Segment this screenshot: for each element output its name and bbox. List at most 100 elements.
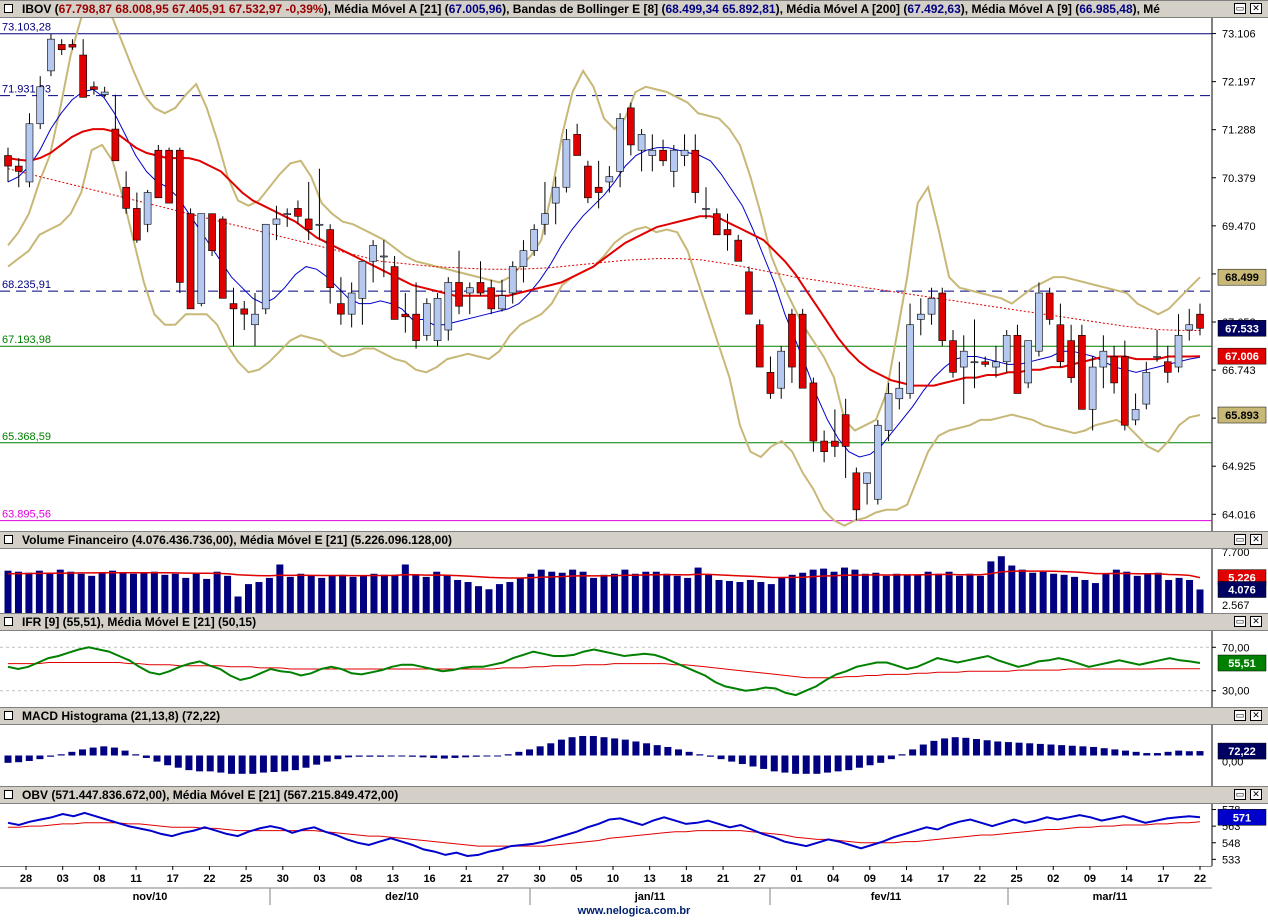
close-button[interactable]: ✕: [1250, 789, 1262, 800]
volume-bar: [339, 574, 347, 613]
x-tick-label: 11: [130, 873, 142, 885]
volume-bar: [767, 584, 775, 613]
candle-body: [283, 213, 292, 215]
volume-bar: [799, 572, 807, 613]
macd-bar: [664, 746, 672, 756]
candle-body: [68, 44, 77, 48]
macd-bar: [483, 755, 491, 757]
macd-bar: [1111, 749, 1119, 756]
volume-bar: [1008, 565, 1016, 613]
volume-bar: [56, 569, 64, 613]
price-pane-checkbox[interactable]: [4, 4, 13, 13]
close-button[interactable]: ✕: [1250, 3, 1262, 14]
macd-bar: [377, 755, 384, 757]
macd-pane-checkbox[interactable]: [4, 711, 13, 720]
macd-bar: [89, 747, 97, 756]
volume-bar: [224, 575, 232, 613]
minimize-button[interactable]: ▭: [1234, 534, 1246, 545]
macd-bar: [68, 751, 76, 756]
candle-body: [949, 340, 957, 373]
macd-bar: [1185, 751, 1193, 756]
minimize-button[interactable]: ▭: [1234, 789, 1246, 800]
ifr-chart[interactable]: 70,00 30,00 55,51: [0, 631, 1268, 707]
macd-bar: [845, 755, 853, 771]
x-tick-label: 17: [937, 873, 949, 885]
volume-bar: [1071, 576, 1079, 613]
volume-bar: [579, 571, 587, 613]
obv-pane-checkbox[interactable]: [4, 790, 13, 799]
candle-body: [315, 223, 324, 226]
candle-body: [326, 229, 334, 289]
ifr-pane-checkbox[interactable]: [4, 617, 13, 626]
obv-chart[interactable]: 578563548533571: [0, 804, 1268, 866]
x-tick-label: 17: [167, 873, 179, 885]
candle-body: [906, 324, 914, 394]
candle-body: [218, 218, 227, 299]
volume-bar: [1175, 577, 1183, 613]
volume-bar: [119, 572, 127, 613]
volume-bar: [694, 567, 702, 613]
candle-body: [165, 149, 173, 204]
macd-bar: [494, 755, 502, 757]
macd-bar: [632, 741, 640, 756]
macd-bar: [898, 754, 906, 756]
last-value-label: 72,22: [1228, 746, 1256, 758]
macd-bar: [621, 739, 629, 756]
close-button[interactable]: ✕: [1250, 534, 1262, 545]
candle-body: [809, 382, 818, 442]
minimize-button[interactable]: ▭: [1234, 710, 1246, 721]
minimize-button[interactable]: ▭: [1234, 616, 1246, 627]
candle-body: [208, 213, 216, 252]
x-tick-label: 02: [1047, 873, 1059, 885]
bollinger-upper-line: [7, 18, 1201, 432]
volume-bar: [872, 572, 880, 613]
y-tick-label: 548: [1222, 838, 1240, 850]
reference-line-label: 68.235,91: [2, 279, 51, 291]
volume-bar: [255, 582, 263, 613]
plot-area: [0, 804, 1212, 866]
close-button[interactable]: ✕: [1250, 616, 1262, 627]
minimize-button[interactable]: ▭: [1234, 3, 1246, 14]
x-tick-label: 27: [497, 873, 509, 885]
candle-body: [1131, 409, 1140, 421]
candle-body: [25, 123, 34, 183]
candle-body: [734, 239, 743, 262]
macd-bar: [611, 738, 619, 756]
candle-body: [186, 213, 195, 310]
macd-bar: [281, 755, 289, 772]
macd-bar: [238, 755, 246, 774]
ma200-line: [7, 168, 1201, 331]
candle-body: [723, 229, 732, 236]
candle-body: [863, 472, 871, 484]
candle-body: [294, 208, 302, 217]
candle-body: [1174, 335, 1183, 368]
volume-bar: [715, 579, 723, 613]
candle-body: [229, 303, 238, 310]
y-tick-label: 70.379: [1222, 173, 1256, 185]
candle-body: [4, 155, 12, 167]
x-tick-label: 25: [1010, 873, 1022, 885]
candle-body: [143, 192, 152, 225]
candle-body: [390, 266, 399, 320]
volume-bar: [851, 569, 859, 613]
volume-bar: [412, 574, 420, 613]
macd-bar: [643, 743, 651, 756]
volume-bar: [161, 574, 169, 613]
volume-bar: [684, 577, 692, 613]
candle-body: [111, 128, 120, 162]
price-title-part: ), Média Móvel A [21] (: [323, 2, 449, 16]
close-button[interactable]: ✕: [1250, 710, 1262, 721]
macd-bar: [813, 755, 821, 774]
x-tick-label: 30: [534, 873, 546, 885]
volume-pane-title: Volume Financeiro (4.076.436.736,00), Mé…: [22, 533, 452, 547]
volume-bar: [454, 579, 462, 613]
volume-pane-checkbox[interactable]: [4, 535, 13, 544]
candle-body: [508, 266, 517, 294]
price-chart[interactable]: 73.103,2871.931,9368.235,9167.193,9865.3…: [0, 18, 1268, 531]
y-tick-label: 7.700: [1222, 549, 1250, 559]
x-axis-bg: [0, 866, 1268, 905]
macd-bar: [1164, 751, 1172, 756]
last-value-badge: [1217, 347, 1267, 365]
